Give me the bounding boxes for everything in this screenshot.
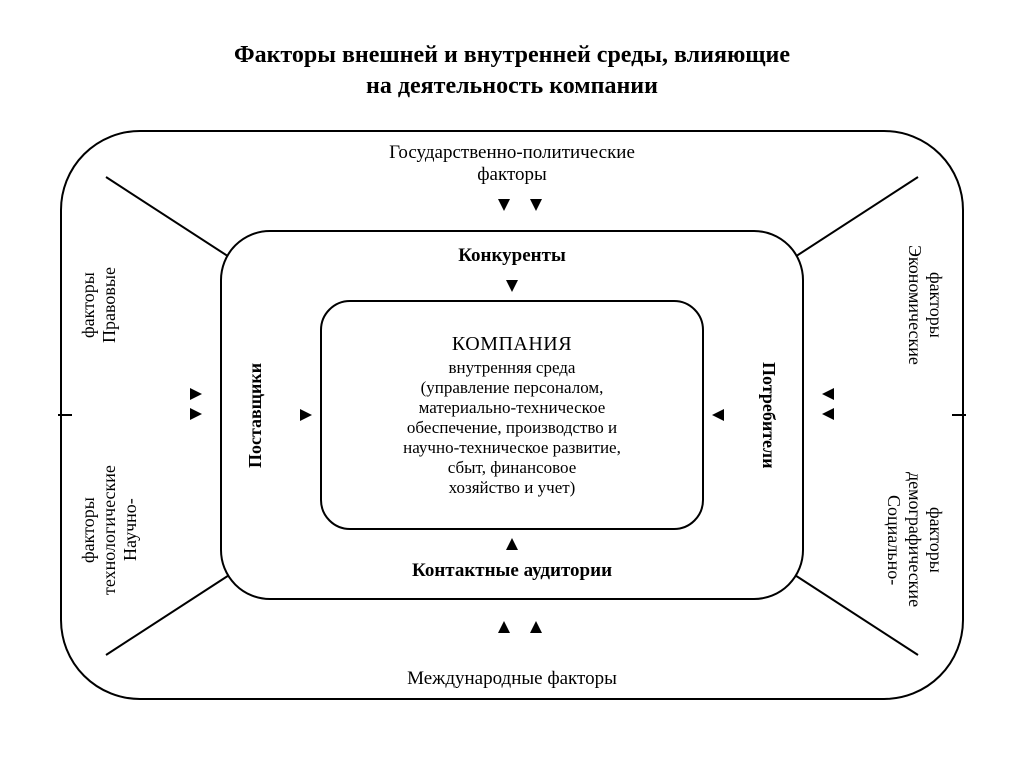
orb2: демографические <box>905 472 925 607</box>
outer-top-label: Государственно-политические факторы <box>60 142 964 186</box>
outer-to-middle-top-arrows <box>490 198 550 216</box>
outer-right-bot-label: Социально- демографические факторы <box>883 430 946 650</box>
outer-bottom-text: Международные факторы <box>407 668 617 689</box>
chevron-right-icon <box>190 408 202 420</box>
inner-title: КОМПАНИЯ <box>340 333 684 356</box>
outer-to-middle-right-arrows <box>822 380 834 428</box>
mid-to-inner-left-arrow <box>300 409 312 421</box>
mid-bot-text: Контактные аудитории <box>412 560 612 581</box>
inner-ring: КОМПАНИЯ внутренняя среда (управление пе… <box>320 300 704 530</box>
outer-to-middle-left-arrows <box>190 380 202 428</box>
title-line-1: Факторы внешней и внутренней среды, влия… <box>234 42 790 68</box>
inner-line-1: внутренняя среда <box>340 358 684 378</box>
mid-top-text: Конкуренты <box>458 245 566 266</box>
mid-to-inner-top-arrow <box>506 280 518 292</box>
outer-left-bot-label: Научно- технологические факторы <box>78 430 141 630</box>
chevron-down-icon <box>498 199 510 211</box>
outer-to-middle-bottom-arrows <box>490 620 550 638</box>
inner-line-3: материально-техническое <box>340 398 684 418</box>
olt1: Правовые <box>99 267 119 343</box>
inner-line-6: сбыт, финансовое <box>340 458 684 478</box>
middle-right-label: Потребители <box>758 330 779 500</box>
middle-bottom-label: Контактные аудитории <box>60 560 964 582</box>
inner-line-2: (управление персоналом, <box>340 378 684 398</box>
inner-line-7: хозяйство и учет) <box>340 478 684 498</box>
title-line-2: на деятельность компании <box>366 73 658 99</box>
middle-left-label: Поставщики <box>245 330 266 500</box>
chevron-up-icon <box>498 621 510 633</box>
middle-top-label: Конкуренты <box>60 245 964 267</box>
olb3: факторы <box>78 497 98 563</box>
chevron-left-icon <box>822 388 834 400</box>
chevron-right-icon <box>190 388 202 400</box>
outer-left-divider <box>58 414 72 416</box>
outer-top-l1: Государственно-политические <box>389 142 635 163</box>
olb1: Научно- <box>120 499 140 562</box>
chevron-down-icon <box>530 199 542 211</box>
nested-ring-diagram: Государственно-политические факторы Межд… <box>60 130 964 720</box>
outer-bottom-label: Международные факторы <box>60 668 964 690</box>
outer-right-divider <box>952 414 966 416</box>
mid-to-inner-bottom-arrow <box>506 538 518 550</box>
mid-to-inner-right-arrow <box>712 409 724 421</box>
inner-line-5: научно-техническое развитие, <box>340 438 684 458</box>
olt2: факторы <box>78 272 98 338</box>
mid-left-text: Поставщики <box>245 362 265 467</box>
chevron-left-icon <box>822 408 834 420</box>
outer-top-l2: факторы <box>477 164 547 185</box>
diagram-title: Факторы внешней и внутренней среды, влия… <box>0 40 1024 102</box>
chevron-up-icon <box>530 621 542 633</box>
inner-line-4: обеспечение, производство и <box>340 418 684 438</box>
ort2: факторы <box>926 272 946 338</box>
mid-right-text: Потребители <box>759 362 779 469</box>
